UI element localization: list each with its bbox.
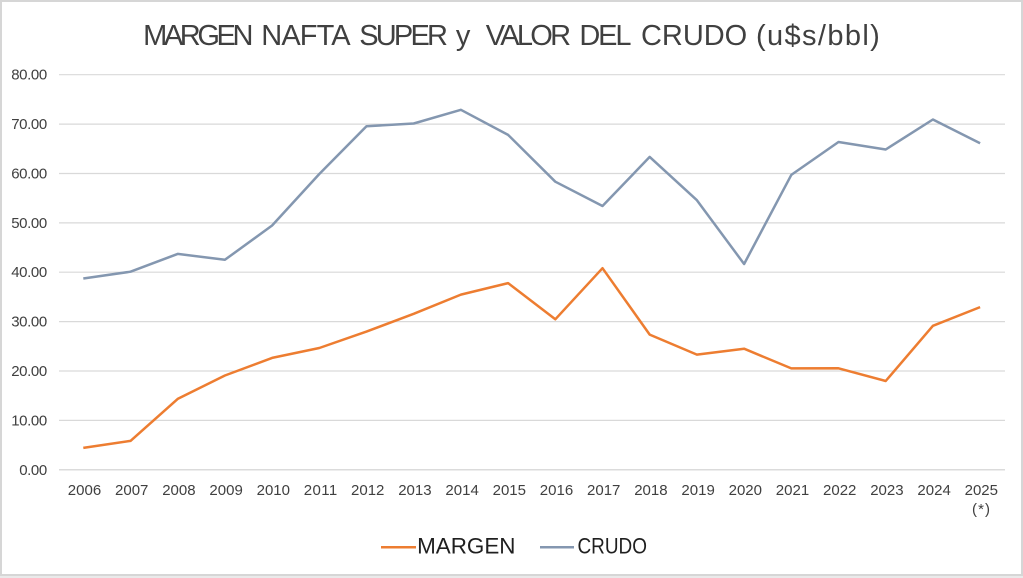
svg-text:70.00: 70.00	[11, 116, 47, 133]
svg-text:NAFTA: NAFTA	[261, 20, 351, 52]
svg-text:2012: 2012	[351, 482, 384, 499]
svg-text:40.00: 40.00	[11, 264, 47, 281]
svg-text:(u$s/bbl): (u$s/bbl)	[756, 20, 880, 52]
svg-text:CRUDO: CRUDO	[578, 534, 648, 559]
svg-text:2017: 2017	[587, 482, 620, 499]
svg-text:2024: 2024	[917, 482, 950, 499]
svg-text:VALOR: VALOR	[486, 20, 571, 52]
svg-text:MARGEN: MARGEN	[417, 534, 515, 559]
svg-text:50.00: 50.00	[11, 215, 47, 232]
svg-text:2011: 2011	[304, 482, 337, 499]
svg-text:(*): (*)	[972, 501, 990, 518]
svg-text:10.00: 10.00	[11, 412, 47, 429]
svg-text:2023: 2023	[870, 482, 903, 499]
svg-text:0.00: 0.00	[19, 462, 47, 479]
svg-text:2015: 2015	[493, 482, 526, 499]
svg-text:80.00: 80.00	[11, 67, 47, 84]
svg-text:2018: 2018	[634, 482, 667, 499]
svg-text:2021: 2021	[776, 482, 809, 499]
svg-text:2022: 2022	[823, 482, 856, 499]
svg-text:MARGEN: MARGEN	[143, 20, 253, 52]
svg-text:2016: 2016	[540, 482, 573, 499]
svg-text:CRUDO: CRUDO	[641, 20, 747, 52]
svg-text:y: y	[456, 20, 471, 52]
svg-text:2007: 2007	[115, 482, 148, 499]
svg-text:2019: 2019	[681, 482, 714, 499]
svg-text:2010: 2010	[257, 482, 290, 499]
svg-text:2006: 2006	[68, 482, 101, 499]
svg-text:2014: 2014	[445, 482, 478, 499]
svg-text:2008: 2008	[162, 482, 195, 499]
svg-text:DEL: DEL	[579, 20, 631, 52]
svg-text:2013: 2013	[398, 482, 431, 499]
svg-text:60.00: 60.00	[11, 166, 47, 183]
svg-text:2020: 2020	[729, 482, 762, 499]
svg-text:30.00: 30.00	[11, 314, 47, 331]
svg-text:20.00: 20.00	[11, 363, 47, 380]
svg-text:2025: 2025	[965, 482, 998, 499]
svg-text:SUPER: SUPER	[359, 20, 448, 52]
svg-text:2009: 2009	[209, 482, 242, 499]
